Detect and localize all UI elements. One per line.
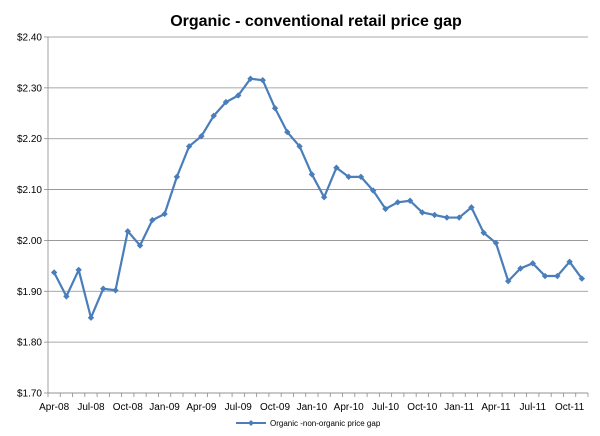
data-point xyxy=(419,209,426,216)
x-tick-label: Jul-10 xyxy=(372,402,400,413)
data-point xyxy=(492,239,500,247)
data-point xyxy=(173,173,181,181)
data-point xyxy=(517,265,524,272)
data-point xyxy=(578,275,586,282)
data-point xyxy=(210,112,217,120)
x-tick-label: Apr-09 xyxy=(186,402,216,413)
chart-title: Organic - conventional retail price gap xyxy=(170,13,462,30)
data-point xyxy=(345,173,352,181)
data-point xyxy=(554,272,561,280)
data-point xyxy=(333,164,340,171)
x-tick-label: Jul-08 xyxy=(77,402,105,413)
data-point xyxy=(541,272,549,280)
data-point xyxy=(284,128,291,136)
y-axis-ticks: $1.70 $1.80 $1.90 $2.00 $2.10 $2.20 $2.30 $2.40 xyxy=(17,33,48,400)
data-point xyxy=(136,242,144,249)
data-point xyxy=(308,171,316,178)
data-point xyxy=(370,187,377,194)
legend-diamond-marker xyxy=(248,420,254,426)
series-group xyxy=(50,75,586,321)
y-tick-label: $1.70 xyxy=(17,389,42,400)
data-point xyxy=(406,197,414,204)
data-point xyxy=(185,143,193,150)
x-tick-label: Jul-11 xyxy=(520,402,547,413)
data-point xyxy=(50,269,58,276)
x-axis-ticks: Apr-08 Jul-08 Oct-08 Jan-09 Apr-09 Jul-09 Oct-… xyxy=(39,402,585,413)
data-point xyxy=(431,211,438,219)
y-tick-label: $2.30 xyxy=(17,83,42,94)
data-point xyxy=(468,204,475,211)
x-tick-label: Apr-11 xyxy=(481,402,511,413)
data-point xyxy=(357,173,365,181)
x-tick-label: Apr-10 xyxy=(334,402,364,413)
x-tick-label: Oct-10 xyxy=(407,402,437,413)
data-point xyxy=(87,314,95,321)
x-tick-label: Jan-10 xyxy=(297,402,328,413)
data-point xyxy=(112,287,119,294)
data-point xyxy=(161,210,168,218)
y-tick-label: $1.80 xyxy=(17,338,42,349)
legend: Organic -non-organic price gap xyxy=(236,419,381,428)
data-point xyxy=(247,75,254,82)
data-point xyxy=(235,92,242,99)
series-line xyxy=(53,77,583,319)
data-point xyxy=(100,285,107,292)
data-point xyxy=(149,216,156,224)
legend-label: Organic -non-organic price gap xyxy=(270,419,381,428)
data-point xyxy=(198,132,205,140)
data-point xyxy=(394,199,401,206)
x-tick-label: Jan-09 xyxy=(149,402,180,413)
data-point xyxy=(529,260,536,267)
data-point xyxy=(480,229,487,236)
x-tick-label: Oct-08 xyxy=(113,402,143,413)
x-tick-label: Oct-11 xyxy=(555,402,585,413)
data-point xyxy=(443,214,451,221)
x-tick-label: Jul-09 xyxy=(225,402,253,413)
grid-lines xyxy=(48,36,588,394)
y-tick-label: $1.90 xyxy=(17,287,42,298)
data-point xyxy=(222,98,230,106)
data-point xyxy=(505,277,512,285)
x-tick-label: Jan-11 xyxy=(444,402,474,413)
data-point xyxy=(566,258,573,265)
data-point xyxy=(75,266,82,274)
x-tick-label: Oct-09 xyxy=(260,402,290,413)
data-point xyxy=(382,205,389,213)
data-point xyxy=(271,105,279,112)
data-point xyxy=(124,228,131,235)
axes xyxy=(47,37,589,397)
data-point xyxy=(455,214,463,221)
y-tick-label: $2.20 xyxy=(17,134,42,145)
y-tick-label: $2.10 xyxy=(17,185,42,196)
data-point xyxy=(63,293,70,300)
y-tick-label: $2.00 xyxy=(17,236,42,247)
y-tick-label: $2.40 xyxy=(17,33,42,44)
x-tick-label: Apr-08 xyxy=(39,402,69,413)
data-point xyxy=(259,77,266,84)
data-point xyxy=(296,143,303,150)
data-point xyxy=(320,194,328,201)
